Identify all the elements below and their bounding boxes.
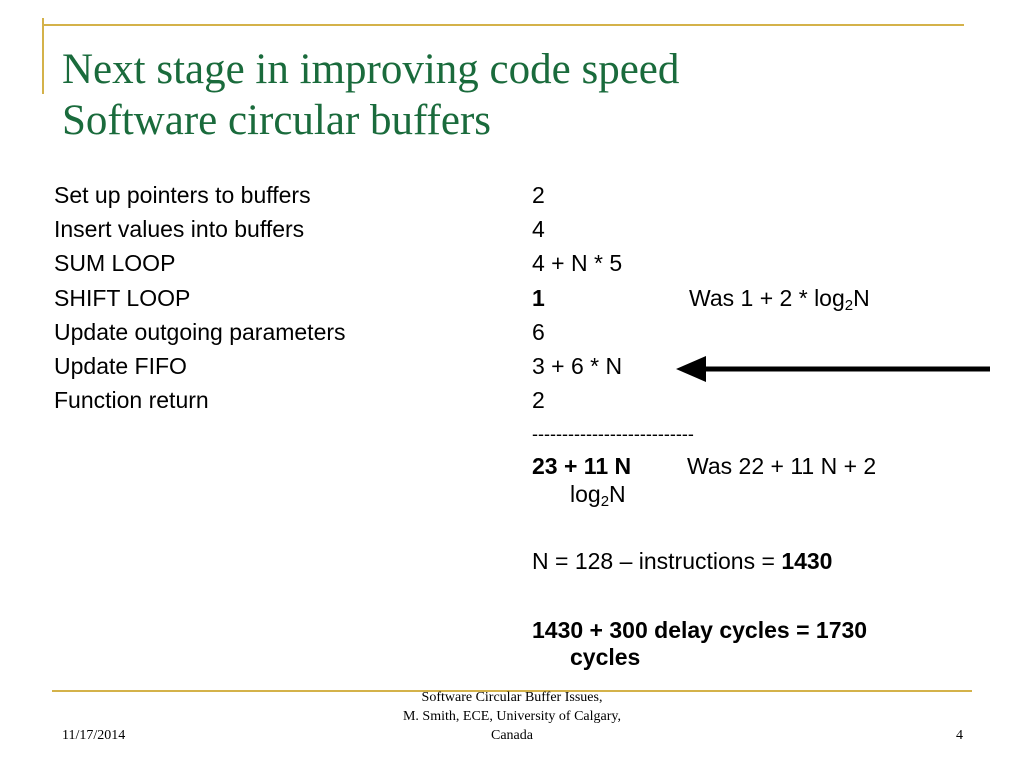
note-text: N [609, 481, 626, 507]
left-rule [42, 18, 44, 94]
title-line-2: Software circular buffers [62, 97, 492, 144]
row-label: Insert values into buffers [54, 216, 305, 242]
footer-center: Software Circular Buffer Issues, M. Smit… [362, 688, 662, 745]
note-text: N [853, 285, 870, 311]
row-value: 2 [532, 387, 545, 413]
top-rule [42, 24, 964, 26]
row-value: 3 + 6 * N [532, 353, 623, 379]
row-value: 4 + N * 5 [532, 250, 623, 276]
footer-line: Canada [491, 728, 533, 743]
instructions-text: N = 128 – instructions = [532, 548, 782, 574]
note-text: log [570, 481, 601, 507]
footer-line: M. Smith, ECE, University of Calgary, [402, 709, 622, 724]
row-value: 2 [532, 182, 545, 208]
bottom-rule [52, 690, 972, 692]
total-note: Was 22 + 11 N + 2 [687, 453, 877, 479]
row-label: Set up pointers to buffers [54, 182, 311, 208]
row-label: Function return [54, 387, 209, 413]
total-note-cont: log2N [570, 480, 626, 510]
row-label: SHIFT LOOP [54, 285, 191, 311]
note-subscript: 2 [600, 493, 610, 510]
footer-date: 11/17/2014 [62, 728, 126, 743]
cycles-line-1: 1430 + 300 delay cycles = 1730 [532, 617, 868, 643]
page-number: 4 [956, 728, 963, 743]
row-label: SUM LOOP [54, 250, 176, 276]
row-label: Update outgoing parameters [54, 319, 346, 345]
slide-title: Next stage in improving code speed Softw… [62, 44, 679, 146]
shift-loop-note: Was 1 + 2 * log2N [689, 284, 870, 314]
row-value: 4 [532, 216, 545, 242]
note-subscript: 2 [844, 297, 854, 314]
divider-line: --------------------------- [532, 424, 694, 444]
title-line-1: Next stage in improving code speed [62, 46, 680, 93]
row-label: Update FIFO [54, 353, 187, 379]
row-value: 1 [532, 285, 545, 311]
instructions-line: N = 128 – instructions = 1430 [532, 547, 832, 575]
cycles-line-2: cycles [570, 644, 641, 670]
total-value: 23 + 11 N [532, 453, 632, 479]
instructions-value: 1430 [781, 548, 833, 574]
footer-line: Software Circular Buffer Issues, [421, 690, 603, 705]
note-text: Was 1 + 2 * log [689, 285, 845, 311]
arrow-left-icon [676, 356, 990, 382]
row-value: 6 [532, 319, 545, 345]
